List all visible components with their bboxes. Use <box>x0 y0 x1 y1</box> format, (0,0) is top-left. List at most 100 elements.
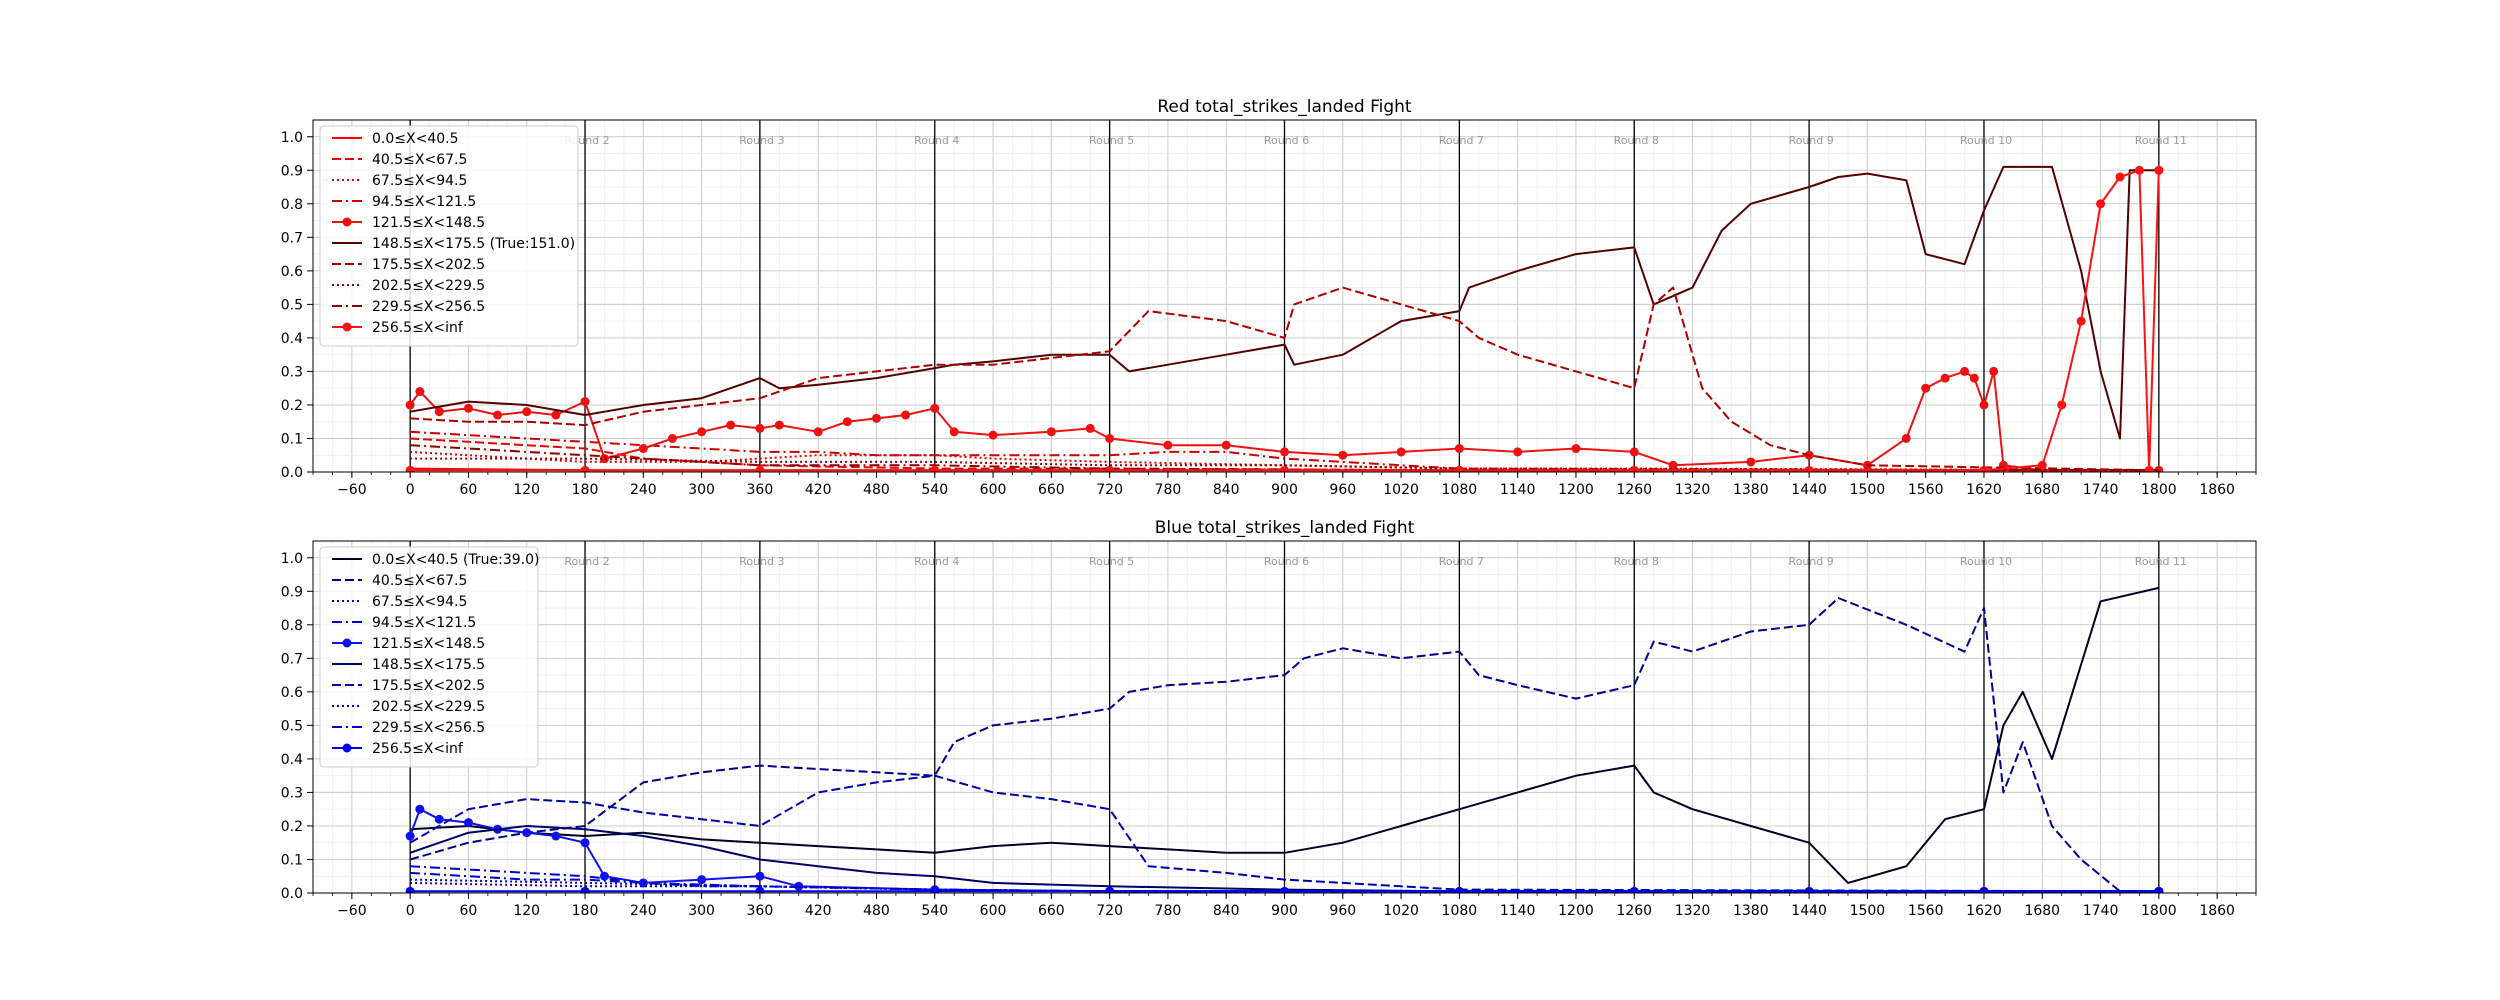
x-tick-label: 1140 <box>1500 903 1536 919</box>
x-tick-label: 1080 <box>1442 482 1478 498</box>
x-tick-label: 360 <box>747 482 774 498</box>
y-tick-label: 0.2 <box>281 819 303 835</box>
data-point <box>1454 886 1464 893</box>
chart-title: Blue total_strikes_landed Fight <box>1155 518 1415 538</box>
x-tick-label: 1800 <box>2141 903 2177 919</box>
legend-marker <box>342 322 352 332</box>
data-point <box>599 871 609 881</box>
data-point <box>1454 465 1464 472</box>
data-point <box>463 818 473 828</box>
data-point <box>901 410 911 420</box>
x-tick-label: 0 <box>406 482 415 498</box>
x-tick-label: 360 <box>747 903 774 919</box>
x-tick-label: 1680 <box>2024 482 2060 498</box>
x-tick-label: 780 <box>1155 482 1182 498</box>
data-point <box>2144 465 2154 472</box>
round-label: Round 3 <box>739 134 784 147</box>
data-point <box>580 465 590 472</box>
legend-label: 229.5≤X<256.5 <box>372 299 485 315</box>
legend-label: 175.5≤X<202.5 <box>372 257 485 273</box>
data-point <box>405 886 415 893</box>
data-point <box>930 465 940 472</box>
data-point <box>755 871 765 881</box>
y-tick-label: 1.0 <box>281 551 303 567</box>
x-tick-label: 660 <box>1038 482 1065 498</box>
y-tick-label: 0.6 <box>281 685 303 701</box>
legend: 0.0≤X<40.5 40.5≤X<67.5 67.5≤X<94.5 94.5≤X<1… <box>319 125 579 347</box>
data-point <box>1989 366 1999 376</box>
x-tick-label: 120 <box>513 903 540 919</box>
data-point <box>2076 316 2086 326</box>
data-point <box>1280 886 1289 893</box>
data-point <box>930 403 940 413</box>
x-tick-label: 660 <box>1038 903 1065 919</box>
x-tick-label: 300 <box>688 903 715 919</box>
y-axis: 0.0 0.1 0.2 0.3 0.4 0.5 0.6 0.7 0.8 0.9 1.0 <box>281 130 313 481</box>
data-point <box>1085 423 1095 433</box>
x-tick-label: 1380 <box>1733 482 1769 498</box>
round-label: Round 10 <box>1960 134 2012 147</box>
x-tick-label: 300 <box>688 482 715 498</box>
legend-label: 40.5≤X<67.5 <box>372 573 467 589</box>
chart-title: Red total_strikes_landed Fight <box>1157 97 1412 117</box>
data-point <box>697 875 707 885</box>
x-tick-label: 60 <box>460 903 478 919</box>
chart-panel-1: Round 2 Round 3 Round 4 Round 5 Round 6 Round… <box>281 97 2257 498</box>
x-tick-label: 900 <box>1271 903 1298 919</box>
x-tick-label: 1560 <box>1908 903 1944 919</box>
data-point <box>1163 440 1173 450</box>
data-point <box>726 420 736 430</box>
data-point <box>2154 165 2164 175</box>
y-tick-label: 0.4 <box>281 752 303 768</box>
x-tick-label: 1140 <box>1500 482 1536 498</box>
data-point <box>434 814 444 824</box>
legend-box <box>319 125 579 347</box>
data-point <box>813 427 823 437</box>
x-tick-label: 1440 <box>1791 482 1827 498</box>
legend-marker <box>342 217 352 227</box>
round-label: Round 5 <box>1089 555 1134 568</box>
legend-label: 121.5≤X<148.5 <box>372 636 485 652</box>
x-tick-label: 120 <box>513 482 540 498</box>
legend-label: 202.5≤X<229.5 <box>372 699 485 715</box>
legend-label: 256.5≤X<inf <box>372 741 464 757</box>
legend-marker <box>342 638 352 648</box>
series-line-7 <box>409 774 2159 893</box>
data-point <box>755 886 765 893</box>
round-label: Round 3 <box>739 555 784 568</box>
round-label: Round 8 <box>1614 555 1659 568</box>
round-label: Round 4 <box>914 555 959 568</box>
y-tick-label: 0.0 <box>281 465 303 481</box>
data-point <box>580 838 590 848</box>
x-tick-label: 1620 <box>1966 482 2002 498</box>
x-tick-label: 720 <box>1096 482 1123 498</box>
x-tick-label: 420 <box>805 482 832 498</box>
series-line-6 <box>409 825 2159 893</box>
data-point <box>1804 886 1814 893</box>
data-point <box>415 387 425 397</box>
data-point <box>1046 427 1056 437</box>
x-tick-label: 240 <box>630 482 657 498</box>
x-tick-label: 0 <box>406 903 415 919</box>
data-point <box>1969 373 1979 383</box>
x-tick-label: −60 <box>337 482 367 498</box>
round-label: Round 10 <box>1960 555 2012 568</box>
data-point <box>551 410 561 420</box>
data-point <box>1940 373 1950 383</box>
data-point <box>1629 447 1639 457</box>
y-tick-label: 0.5 <box>281 297 303 313</box>
data-point <box>1979 886 1989 893</box>
data-point <box>1629 465 1639 472</box>
x-tick-label: 1560 <box>1908 482 1944 498</box>
data-point <box>522 407 532 417</box>
data-point <box>405 400 415 410</box>
series-line-6 <box>409 165 2159 440</box>
legend-label: 175.5≤X<202.5 <box>372 678 485 694</box>
data-point <box>1629 886 1639 893</box>
x-tick-label: 480 <box>863 903 890 919</box>
data-point <box>1921 383 1931 393</box>
legend-label: 67.5≤X<94.5 <box>372 594 467 610</box>
x-tick-label: 1740 <box>2083 482 2119 498</box>
y-tick-label: 0.9 <box>281 584 303 600</box>
